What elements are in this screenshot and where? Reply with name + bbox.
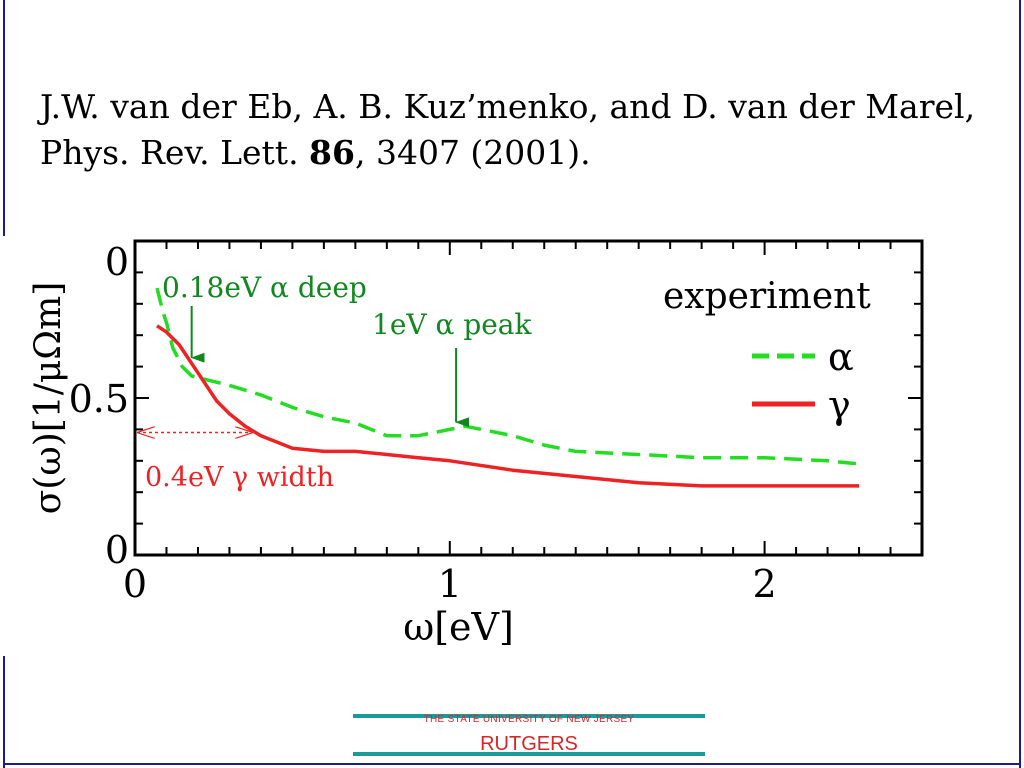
citation-pages-year: , 3407 (2001). [354, 133, 591, 172]
citation: J.W. van der Eb, A. B. Kuz’menko, and D.… [40, 84, 1000, 176]
logo-rule-top [353, 714, 705, 718]
y-tick-label: 0.5 [69, 377, 129, 421]
rutgers-logo: THE STATE UNIVERSITY OF NEW JERSEY RUTGE… [353, 713, 705, 759]
legend-label: α [828, 335, 854, 379]
slide-frame-bottom [3, 763, 1021, 765]
annotation-alpha-peak: 1eV α peak [372, 308, 533, 341]
citation-authors: J.W. van der Eb, A. B. Kuz’menko, and D.… [40, 87, 976, 126]
y-tick-label: 0 [105, 528, 129, 572]
slide-frame-right [1019, 0, 1021, 768]
legend-title: experiment [663, 276, 871, 317]
x-tick-label: 0 [123, 562, 147, 606]
x-tick-label: 1 [438, 562, 462, 606]
y-tick-label: 0 [105, 240, 129, 284]
citation-journal: Phys. Rev. Lett. 86, 3407 (2001). [40, 130, 1000, 176]
series-line-alpha [155, 287, 860, 466]
logo-university-line: THE STATE UNIVERSITY OF NEW JERSEY [423, 714, 635, 725]
annotation-alpha-deep: 0.18eV α deep [162, 271, 367, 304]
annotation-gamma-width: 0.4eV γ width [145, 462, 334, 493]
citation-journal-name: Phys. Rev. Lett. [40, 133, 310, 172]
x-axis-label: ω[eV] [403, 605, 514, 649]
plot-panel: 0 1 2 0 0.5 0 ω[eV] σ(ω)[1/μΩm] 0.18eV α deep 1e… [0, 236, 1016, 656]
logo-rule-bottom [353, 752, 705, 756]
legend-label: γ [828, 383, 851, 427]
citation-volume: 86 [309, 133, 355, 172]
series-line-gamma [156, 324, 859, 488]
y-axis-label: σ(ω)[1/μΩm] [28, 282, 69, 515]
conductivity-chart: 0 1 2 0 0.5 0 ω[eV] σ(ω)[1/μΩm] 0.18eV α deep1e… [28, 239, 924, 649]
logo-university-name: RUTGERS [480, 733, 578, 755]
x-tick-label: 2 [753, 562, 777, 606]
